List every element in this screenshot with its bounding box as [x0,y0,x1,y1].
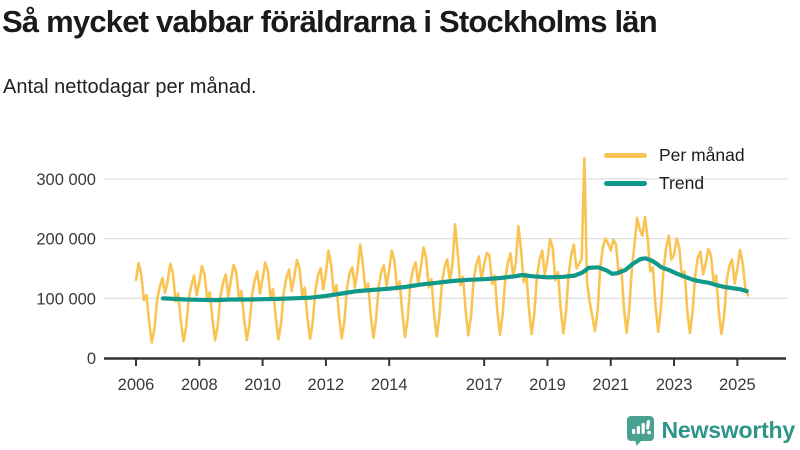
x-tick-label: 2008 [181,376,218,394]
x-tick-label: 2019 [529,376,566,394]
x-tick-label: 2010 [244,376,281,394]
y-tick-label: 200 000 [36,231,96,249]
legend-swatch-trend [604,181,647,186]
chart-subtitle: Antal nettodagar per månad. [3,76,257,98]
legend-swatch-per-manad [604,153,647,158]
y-tick-label: 100 000 [36,290,96,308]
legend-item-trend: Trend [604,173,745,193]
x-tick-label: 2023 [656,376,693,394]
legend-label-trend: Trend [659,173,705,193]
x-tick-label: 2025 [719,376,756,394]
y-tick-label: 300 000 [36,171,96,189]
page-title: Så mycket vabbar föräldrarna i Stockholm… [2,4,658,39]
newsworthy-icon [626,416,654,446]
x-tick-label: 2014 [371,376,408,394]
chart-legend: Per månad Trend [604,145,745,193]
x-tick-label: 2017 [466,376,503,394]
legend-item-per-manad: Per månad [604,145,745,165]
x-tick-label: 2006 [118,376,155,394]
x-tick-label: 2012 [308,376,345,394]
newsworthy-logo[interactable]: Newsworthy [626,415,795,446]
y-tick-label: 0 [87,350,96,368]
trend-line [160,256,749,303]
newsworthy-wordmark: Newsworthy [661,417,796,443]
legend-label-per-manad: Per månad [659,145,745,165]
x-tick-label: 2021 [592,376,629,394]
